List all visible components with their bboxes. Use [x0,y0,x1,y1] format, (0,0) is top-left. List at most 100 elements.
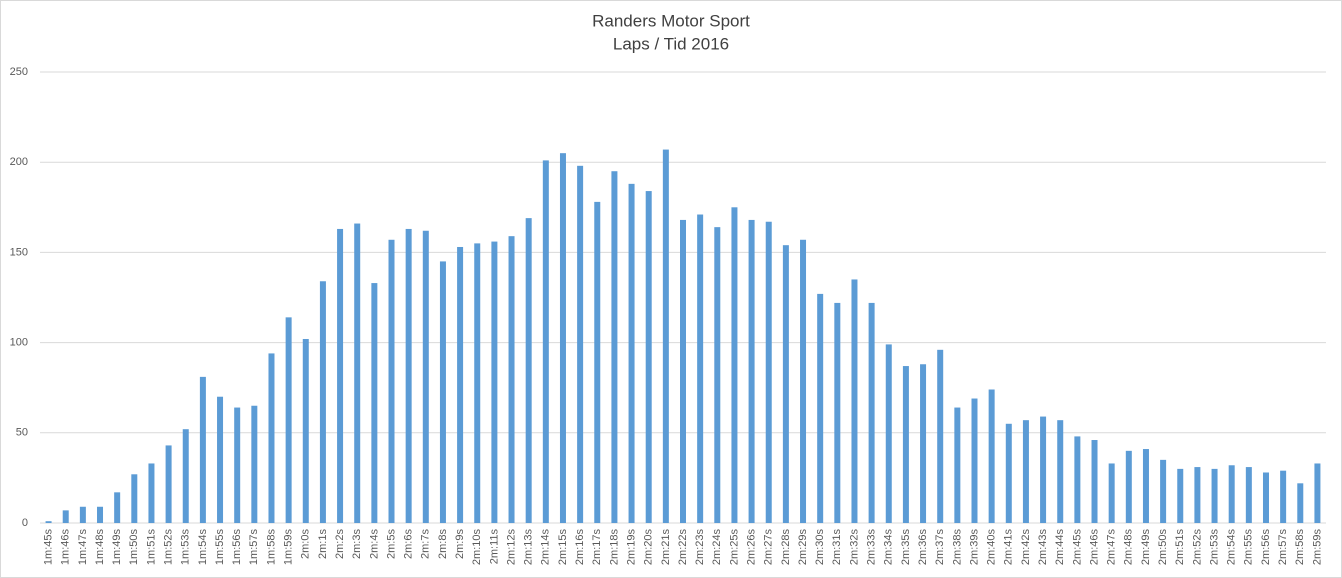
x-tick-label: 1m:49s [111,529,123,566]
bar [714,227,721,524]
x-tick-label: 2m:0s [300,529,312,559]
x-tick-label: 2m:46s [1088,529,1100,566]
x-tick-label: 2m:32s [848,529,860,566]
bar [1262,472,1269,523]
bar [1245,467,1252,523]
x-tick-label: 1m:55s [214,529,226,566]
x-tick-label: 1m:54s [197,529,209,566]
bar [217,396,224,523]
y-tick-label: 150 [10,246,28,258]
bar [920,364,927,523]
bar [611,171,618,523]
bar [1297,483,1304,523]
bar [114,492,121,523]
x-tick-label: 2m:44s [1054,529,1066,566]
x-tick-label: 1m:52s [163,529,175,566]
bar [1125,450,1132,523]
y-tick-label: 250 [10,66,28,78]
x-tick-label: 2m:12s [505,529,517,566]
bar [234,407,241,523]
x-tick-label: 1m:46s [60,529,72,566]
bar [251,405,258,523]
x-tick-label: 2m:5s [385,529,397,559]
bar [1211,468,1218,523]
bar [1057,420,1064,523]
x-tick-label: 2m:40s [986,529,998,566]
x-tick-label: 2m:35s [900,529,912,566]
x-tick-label: 2m:52s [1191,529,1203,566]
x-tick-label: 2m:39s [968,529,980,566]
x-tick-label: 2m:19s [625,529,637,566]
x-tick-label: 1m:59s [283,529,295,566]
bar [1314,463,1321,523]
bar [422,230,429,523]
bar [302,338,309,523]
x-tick-label: 2m:38s [951,529,963,566]
x-tick-label: 2m:48s [1123,529,1135,566]
bar [1177,468,1184,523]
bar [1074,436,1081,523]
bar [1091,440,1098,523]
bar [268,353,275,523]
x-tick-label: 2m:9s [454,529,466,559]
x-tick-label: 2m:33s [866,529,878,566]
bar [439,261,446,523]
bar [594,201,601,523]
bar [628,183,635,523]
x-tick-label: 2m:17s [591,529,603,566]
bar [337,228,344,523]
x-tick-label: 2m:29s [797,529,809,566]
x-tick-label: 1m:53s [180,529,192,566]
x-tick-label: 2m:24s [711,529,723,566]
bar [97,506,104,523]
bar [577,165,584,524]
x-tick-label: 2m:36s [917,529,929,566]
x-tick-label: 2m:20s [643,529,655,566]
bar [662,149,669,523]
x-tick-label: 2m:10s [471,529,483,566]
bar [405,228,412,523]
x-tick-label: 2m:28s [780,529,792,566]
x-tick-label: 2m:50s [1157,529,1169,566]
x-tick-label: 2m:41s [1003,529,1015,566]
bar [851,279,858,523]
x-tick-label: 2m:6s [403,529,415,559]
bar [508,236,515,523]
x-tick-label: 2m:54s [1226,529,1238,566]
x-tick-label: 2m:3s [351,529,363,559]
bar [1228,465,1235,523]
x-tick-label: 1m:58s [265,529,277,566]
bar [474,243,481,523]
bar [285,317,292,523]
x-tick-label: 1m:50s [128,529,140,566]
y-tick-label: 50 [16,427,28,439]
bar [559,153,566,523]
x-tick-label: 2m:47s [1106,529,1118,566]
bar [199,376,206,523]
chart-title: Randers Motor Sport [592,11,750,30]
x-tick-label: 2m:37s [934,529,946,566]
bar [1280,470,1287,523]
x-tick-label: 1m:48s [94,529,106,566]
x-tick-label: 2m:49s [1140,529,1152,566]
bar [457,246,464,523]
x-tick-label: 2m:34s [883,529,895,566]
bar [1040,416,1047,523]
x-tick-label: 2m:59s [1311,529,1323,566]
bar [988,389,995,523]
y-tick-label: 0 [22,517,28,529]
x-tick-label: 2m:31s [831,529,843,566]
bar [680,219,686,524]
bar [79,506,86,523]
bar [954,407,961,523]
x-tick-label: 2m:2s [334,529,346,559]
x-tick-label: 2m:15s [557,529,569,566]
x-tick-label: 1m:47s [77,529,89,566]
y-tick-label: 200 [10,156,28,168]
bar [937,349,944,523]
bar [834,302,841,523]
x-tick-label: 2m:23s [694,529,706,566]
